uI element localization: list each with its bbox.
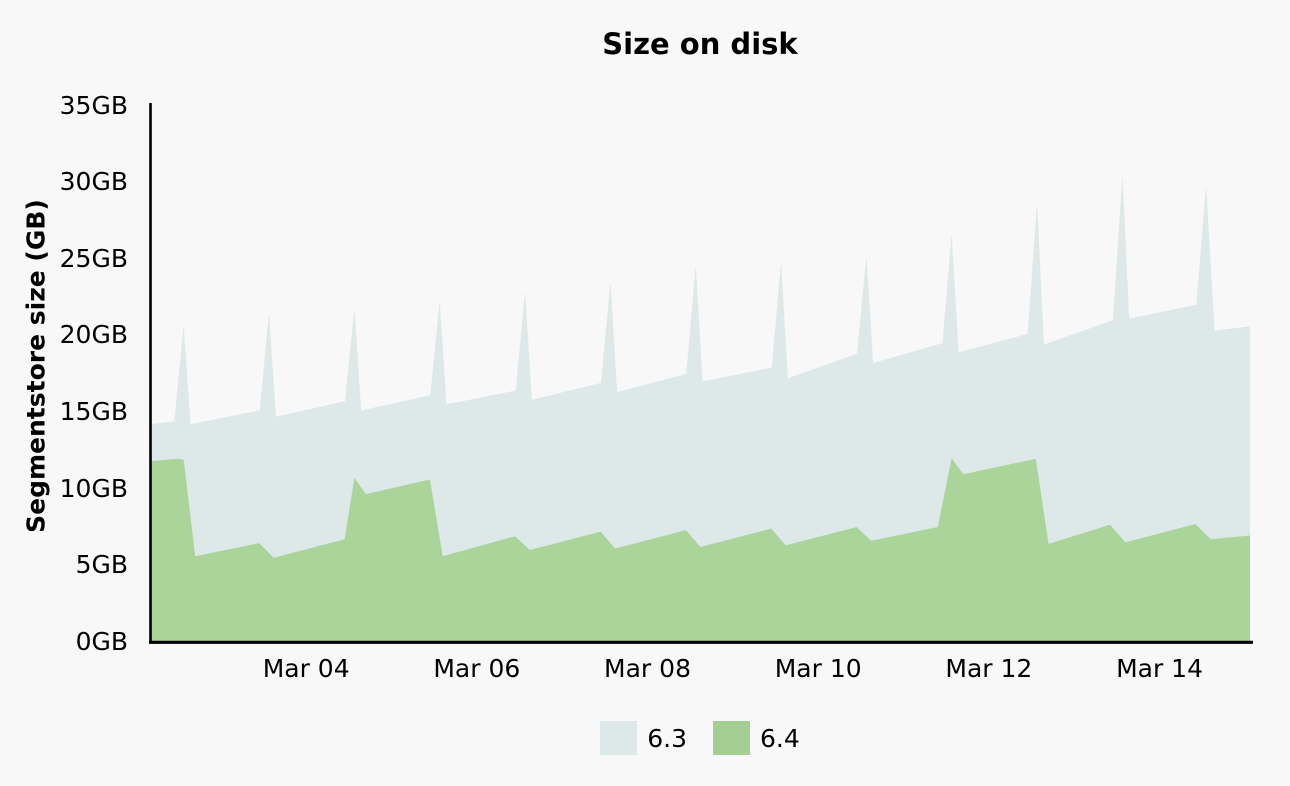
x-tick-mar-08: Mar 08 <box>604 654 691 683</box>
legend-label-6.4: 6.4 <box>760 723 800 753</box>
legend-label-6.3: 6.3 <box>647 723 687 753</box>
legend-swatch-6.3 <box>600 721 638 755</box>
y-tick-5GB: 5GB <box>75 550 128 580</box>
y-tick-25GB: 25GB <box>59 243 128 273</box>
y-tick-20GB: 20GB <box>59 320 128 350</box>
x-tick-mar-10: Mar 10 <box>774 654 862 683</box>
y-tick-0GB: 0GB <box>75 627 128 656</box>
area-series-6.4 <box>150 458 1250 642</box>
x-tick-mar-12: Mar 12 <box>945 654 1033 683</box>
legend: 6.3 6.4 <box>150 721 1250 755</box>
x-tick-mar-06: Mar 06 <box>433 654 521 683</box>
y-tick-10GB: 10GB <box>59 473 128 503</box>
legend-item-6.4: 6.4 <box>713 721 800 755</box>
y-tick-15GB: 15GB <box>59 397 128 427</box>
y-tick-30GB: 30GB <box>59 167 128 197</box>
x-tick-mar-04: Mar 04 <box>262 654 350 683</box>
legend-item-6.3: 6.3 <box>600 721 687 755</box>
x-tick-mar-14: Mar 14 <box>1116 654 1203 683</box>
chart-title: Size on disk <box>602 27 798 61</box>
legend-swatch-6.4 <box>713 721 750 755</box>
y-tick-35GB: 35GB <box>59 90 128 120</box>
